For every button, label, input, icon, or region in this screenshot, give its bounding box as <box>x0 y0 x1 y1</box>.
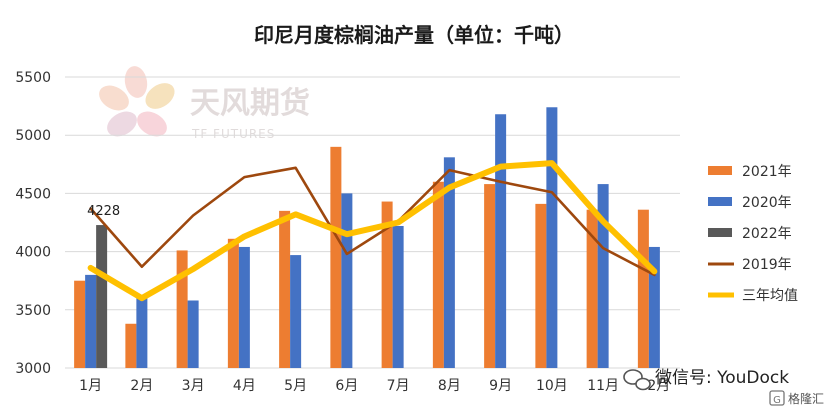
watermark-flower-icon <box>99 66 175 137</box>
x-tick-label: 9月 <box>489 378 512 394</box>
bar <box>136 295 148 368</box>
bar <box>238 246 250 368</box>
legend-item: 2019年 <box>708 257 792 273</box>
legend-item: 2022年 <box>708 226 792 242</box>
x-tick-label: 3月 <box>182 378 205 394</box>
y-tick-label: 4000 <box>15 245 51 261</box>
wechat-id: 微信号: YouDock <box>655 368 789 388</box>
legend-label: 2021年 <box>742 164 792 180</box>
x-tick-label: 1月 <box>79 378 102 394</box>
x-tick-label: 10月 <box>536 378 568 394</box>
legend-swatch <box>708 166 732 175</box>
bar <box>597 184 609 368</box>
y-tick-label: 5500 <box>15 70 51 86</box>
x-tick-label: 2月 <box>130 378 153 394</box>
legend-label: 2022年 <box>742 226 792 242</box>
bar <box>187 300 199 368</box>
x-tick-label: 7月 <box>387 378 410 394</box>
bar <box>176 250 188 368</box>
bar <box>96 225 108 368</box>
legend-item: 2021年 <box>708 164 792 180</box>
bar <box>290 255 302 368</box>
y-tick-label: 3000 <box>15 361 51 377</box>
y-tick-label: 3500 <box>15 303 51 319</box>
watermark-brand-en: TF FUTURES <box>191 127 275 141</box>
bar <box>392 225 404 368</box>
x-tick-label: 6月 <box>335 378 358 394</box>
grid-lines <box>65 76 680 369</box>
bar <box>586 209 598 368</box>
watermark: 天风期货 TF FUTURES <box>99 66 310 141</box>
y-tick-label: 5000 <box>15 128 51 144</box>
bar <box>443 157 455 368</box>
bar <box>381 201 393 368</box>
x-tick-label: 8月 <box>438 378 461 394</box>
bar <box>637 209 649 368</box>
legend-label: 三年均值 <box>742 288 798 304</box>
x-tick-label: 4月 <box>233 378 256 394</box>
wechat-icon <box>623 369 651 391</box>
bar <box>227 238 239 368</box>
bar <box>279 210 291 368</box>
legend-label: 2020年 <box>742 195 792 211</box>
bar <box>484 184 496 368</box>
chart-title: 印尼月度棕榈油产量（单位：千吨） <box>254 23 574 47</box>
legend-swatch <box>708 228 732 237</box>
bar-series-2022年 <box>96 225 108 368</box>
x-axis-ticks: 1月 2月 3月 4月 5月 6月 7月 8月 9月 10月 11月 12月 <box>79 378 670 394</box>
legend-item: 三年均值 <box>708 288 798 304</box>
legend-swatch <box>708 197 732 206</box>
bar <box>432 181 444 368</box>
bar <box>341 193 353 368</box>
bar <box>85 274 97 368</box>
gelonghui-logo-text: 格隆汇 <box>788 391 824 406</box>
line-series-三年均值 <box>87 160 658 302</box>
bar <box>330 146 342 368</box>
x-tick-label: 5月 <box>284 378 307 394</box>
bar <box>495 114 507 368</box>
bar <box>125 323 137 368</box>
annotation-label: 4228 <box>87 204 120 219</box>
legend-label: 2019年 <box>742 257 792 273</box>
annotations: 4228 <box>87 204 120 219</box>
legend-item: 2020年 <box>708 195 792 211</box>
svg-text:G: G <box>773 395 781 406</box>
gelonghui-logo-icon: G <box>769 390 785 406</box>
y-tick-label: 4500 <box>15 186 51 202</box>
bar <box>648 246 660 368</box>
bar <box>74 280 86 368</box>
line-series-2019年 <box>89 166 656 277</box>
wechat-watermark: 微信号: YouDock G 格隆汇 <box>623 368 824 406</box>
bar-series-2021年 <box>74 146 649 368</box>
bar-series <box>74 107 660 368</box>
x-tick-label: 11月 <box>587 378 619 394</box>
bar <box>546 107 558 368</box>
bar-series-2020年 <box>85 107 660 368</box>
bar <box>535 203 547 368</box>
watermark-brand-cn: 天风期货 <box>190 86 310 121</box>
line-series <box>87 160 658 302</box>
y-axis-ticks: 3000 3500 4000 4500 5000 5500 <box>15 70 51 377</box>
